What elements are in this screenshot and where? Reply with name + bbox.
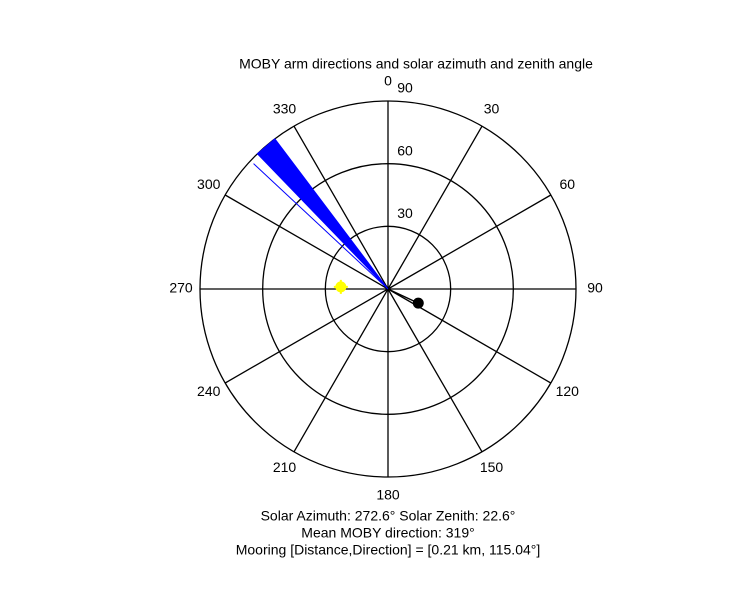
- ring: [324, 225, 452, 353]
- spoke: [224, 288, 389, 384]
- ring: [262, 163, 514, 415]
- spoke: [387, 288, 483, 453]
- annotation: Mooring [Distance,Direction] = [0.21 km,…: [236, 542, 541, 558]
- theta-tick-label: 210: [273, 459, 297, 475]
- spoke: [387, 194, 552, 290]
- solar-cross: [333, 279, 348, 294]
- theta-tick-label: 30: [484, 100, 500, 116]
- theta-tick-label: 240: [197, 383, 221, 399]
- r-tick-label: 60: [397, 142, 413, 158]
- theta-tick-label: 270: [169, 280, 193, 296]
- theta-tick-label: 330: [273, 100, 297, 116]
- spoke: [293, 288, 389, 453]
- ring: [199, 100, 577, 478]
- theta-tick-label: 180: [376, 487, 400, 503]
- annotation: Mean MOBY direction: 319°: [301, 525, 474, 541]
- theta-tick-label: 60: [559, 176, 575, 192]
- chart-title: MOBY arm directions and solar azimuth an…: [239, 56, 593, 72]
- mooring-point: [412, 297, 424, 309]
- r-tick-label: 30: [397, 205, 413, 221]
- spoke: [387, 125, 483, 290]
- r-tick-label: 90: [397, 80, 413, 96]
- theta-tick-label: 120: [556, 383, 580, 399]
- theta-tick-label: 0: [384, 73, 392, 89]
- theta-tick-label: 300: [197, 176, 221, 192]
- spoke: [293, 125, 389, 290]
- arm-wedge: [256, 138, 389, 290]
- arm-line: [253, 163, 389, 290]
- theta-tick-label: 150: [480, 459, 504, 475]
- theta-tick-label: 90: [587, 280, 603, 296]
- spoke: [224, 194, 389, 290]
- annotation: Solar Azimuth: 272.6° Solar Zenith: 22.6…: [261, 508, 516, 524]
- mooring-line: [387, 288, 419, 304]
